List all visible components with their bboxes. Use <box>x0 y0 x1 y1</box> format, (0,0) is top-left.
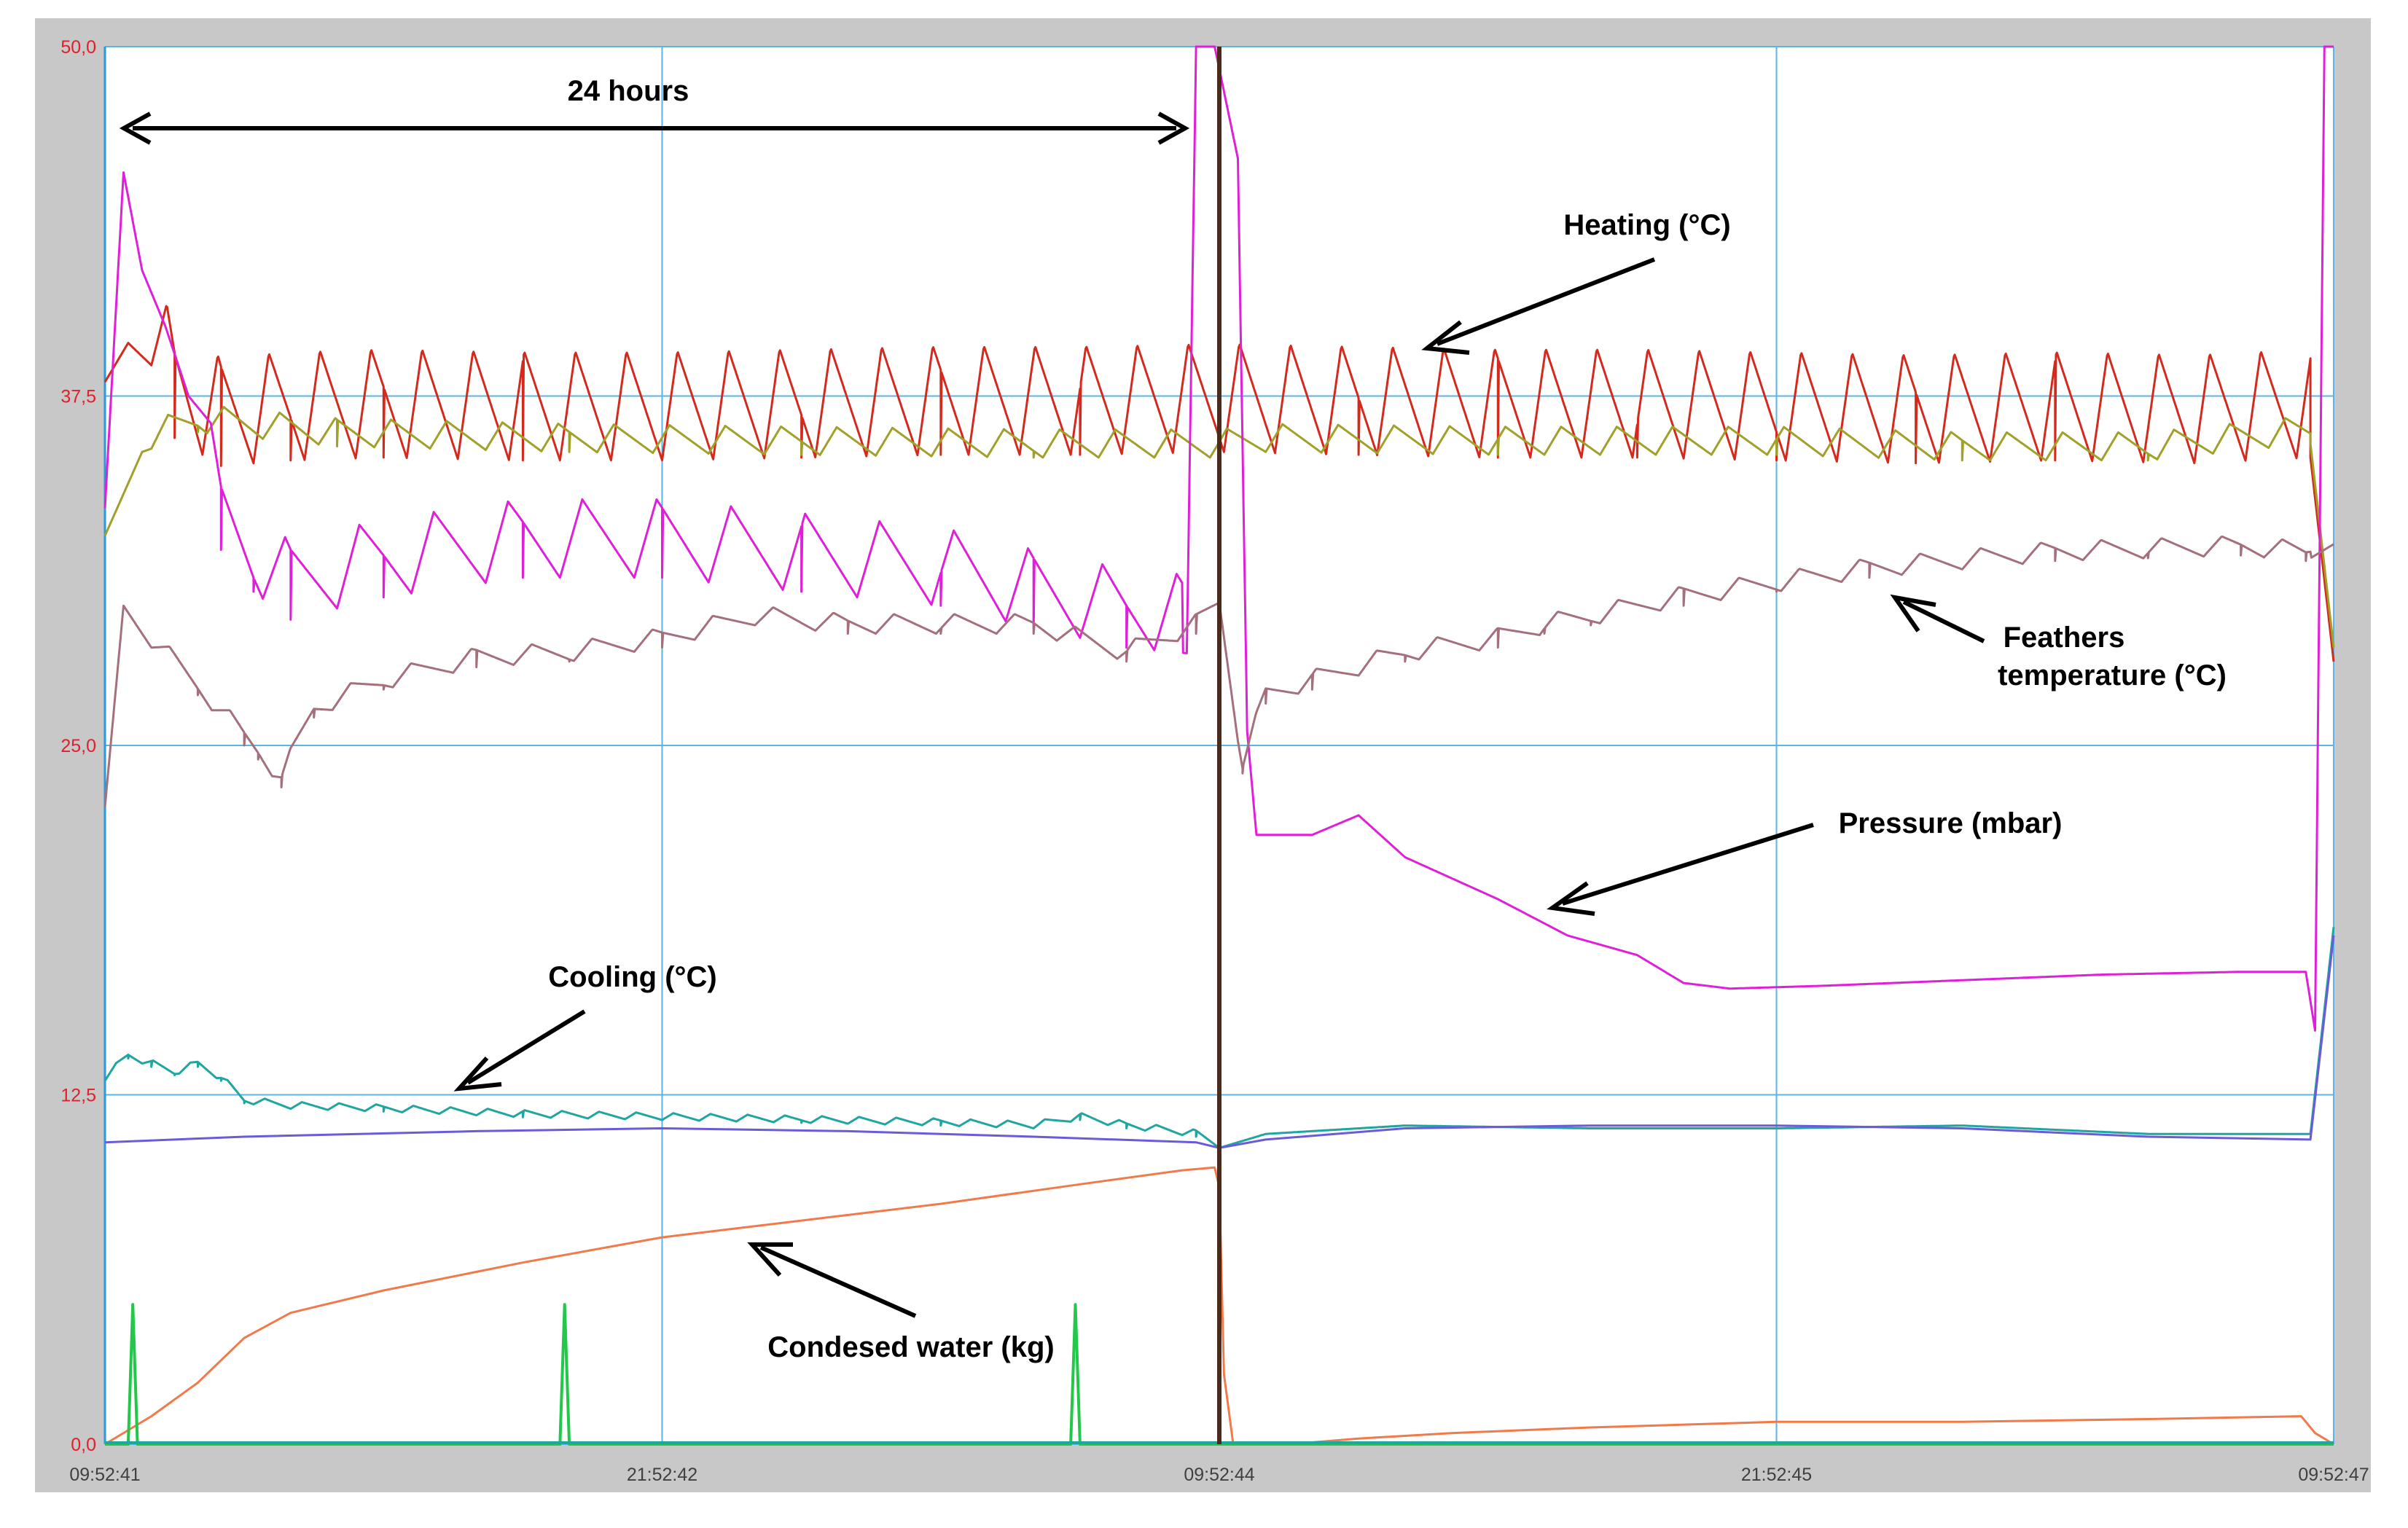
x-tick-label: 09:52:47 <box>2298 1465 2369 1485</box>
annotations: 24 hours Heating (°C) Feathers temperatu… <box>119 75 2227 1363</box>
feathers-arrow <box>1890 594 1985 643</box>
feathers-label-line2: temperature (°C) <box>1998 659 2227 691</box>
heating-label: Heating (°C) <box>1563 209 1730 241</box>
x-tick-label: 21:52:45 <box>1741 1465 1812 1485</box>
y-axis-ticks: 0,0 12,5 25,0 37,5 50,0 <box>60 37 96 1455</box>
series-line-pulse <box>105 1303 2334 1446</box>
feathers-label-line1: Feathers <box>2004 622 2125 654</box>
heating-arrow <box>1421 257 1656 355</box>
y-tick-label: 25,0 <box>60 736 96 756</box>
x-axis-ticks: 09:52:41 21:52:42 09:52:44 21:52:45 09:52:47 <box>69 1465 2369 1485</box>
span-label: 24 hours <box>568 75 689 107</box>
x-tick-label: 09:52:41 <box>69 1465 140 1485</box>
y-tick-label: 37,5 <box>60 387 96 407</box>
cooling-arrow <box>453 1009 586 1092</box>
pressure-arrow <box>1547 823 1814 916</box>
cooling-label: Cooling (°C) <box>548 961 716 993</box>
y-tick-label: 50,0 <box>60 37 96 58</box>
series-line-cooling <box>103 927 2335 1149</box>
y-tick-label: 0,0 <box>71 1435 96 1455</box>
water-label: Condesed water (kg) <box>767 1331 1054 1363</box>
series-line-coolbase <box>104 935 2335 1149</box>
x-tick-label: 09:52:44 <box>1184 1465 1254 1485</box>
pressure-label: Pressure (mbar) <box>1839 807 2063 839</box>
series-line-water <box>104 1166 2334 1446</box>
water-arrow <box>747 1242 917 1318</box>
y-tick-label: 12,5 <box>60 1086 96 1106</box>
span-double-arrow <box>119 111 1190 145</box>
x-tick-label: 21:52:42 <box>627 1465 697 1485</box>
series-line-pressure <box>103 45 2334 1032</box>
